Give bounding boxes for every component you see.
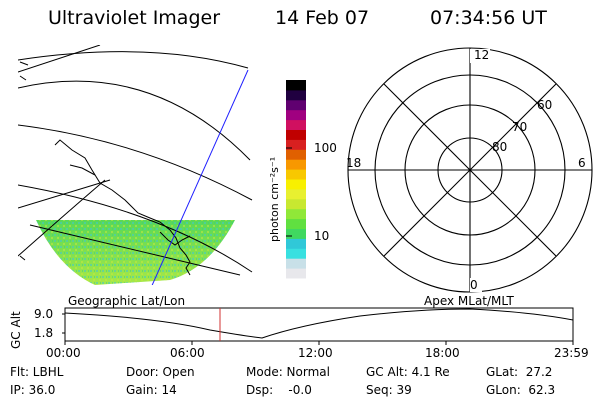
strip-y-tick-top: 9.0	[34, 307, 54, 321]
colorbar-unit-label: photon cm⁻²s⁻¹	[268, 156, 281, 242]
latitude-line	[18, 51, 249, 69]
colorbar-tick-100: 100	[314, 141, 337, 155]
colorbar-segment	[286, 119, 306, 130]
lat-label-70: 70	[512, 120, 528, 134]
longitude-line	[29, 224, 241, 276]
colorbar-segment	[286, 179, 306, 190]
colorbar-segment	[286, 159, 306, 170]
filter-status: Flt: LBHL	[10, 365, 64, 379]
altitude-strip-chart	[62, 307, 574, 345]
mlt-label-12: 12	[474, 48, 490, 62]
seq-status: Seq: 39	[366, 383, 412, 397]
door-status: Door: Open	[126, 365, 195, 379]
color-scale-bar	[286, 80, 306, 279]
latitude-line	[18, 80, 251, 161]
strip-x-tick-2359: 23:59	[554, 346, 589, 360]
dsp-status: Dsp: -0.0	[246, 383, 312, 397]
colorbar-tick-10: 10	[314, 229, 330, 243]
orbit-track	[151, 69, 249, 285]
image-time: 07:34:56 UT	[430, 7, 547, 29]
colorbar-segment	[286, 228, 306, 239]
coastline	[19, 61, 29, 261]
glat-status: GLat: 27.2	[486, 365, 553, 379]
instrument-title: Ultraviolet Imager	[48, 7, 221, 29]
image-date: 14 Feb 07	[275, 7, 370, 29]
projection-left-title: Geographic Lat/Lon	[68, 294, 186, 308]
coastline	[159, 231, 191, 246]
colorbar-segment	[286, 208, 306, 220]
colorbar-segment	[286, 149, 306, 160]
strip-x-tick-0000: 00:00	[46, 346, 81, 360]
latitude-line	[18, 179, 106, 257]
strip-frame	[64, 307, 574, 342]
colorbar-segment	[286, 188, 306, 200]
lat-label-60: 60	[537, 98, 553, 112]
altitude-curve	[64, 308, 574, 339]
colorbar-segment	[286, 139, 306, 150]
colorbar-segment	[286, 109, 306, 121]
polar-plot	[347, 47, 593, 293]
mlt-label-0: 0	[470, 278, 478, 292]
colorbar-segment	[286, 218, 306, 229]
colorbar-segment	[286, 129, 306, 140]
longitude-line	[18, 179, 111, 209]
coastline	[54, 139, 191, 276]
mlt-line-diag	[383, 83, 557, 257]
longitude-line	[18, 45, 101, 73]
colorbar-segment	[286, 268, 306, 279]
latitude-line	[18, 124, 253, 201]
aurora-texture	[36, 220, 235, 285]
colorbar-segment	[286, 238, 306, 249]
strip-x-tick-1200: 12:00	[298, 346, 333, 360]
colorbar-segment	[286, 248, 306, 259]
mlt-label-18: 18	[346, 156, 362, 170]
strip-y-tick-bottom: 1.8	[34, 326, 54, 340]
strip-x-tick-0600: 06:00	[170, 346, 205, 360]
mode-status: Mode: Normal	[246, 365, 330, 379]
projection-right-title: Apex MLat/MLT	[424, 294, 514, 308]
latitude-line	[18, 184, 253, 273]
gcalt-status: GC Alt: 4.1 Re	[366, 365, 450, 379]
lat-label-80: 80	[492, 140, 508, 154]
colorbar-segment	[286, 89, 306, 101]
colorbar-segment	[286, 99, 306, 111]
colorbar-segment	[286, 80, 306, 91]
glon-status: GLon: 62.3	[486, 383, 556, 397]
gain-status: Gain: 14	[126, 383, 177, 397]
colorbar-segment	[286, 169, 306, 180]
coastline	[69, 164, 96, 176]
gc-alt-axis-label: GC Alt	[9, 311, 23, 349]
strip-x-tick-1800: 18:00	[425, 346, 460, 360]
geographic-map	[18, 45, 253, 285]
colorbar-segment	[286, 198, 306, 210]
colorbar-segment	[286, 258, 306, 269]
ip-status: IP: 36.0	[10, 383, 56, 397]
mlt-label-6: 6	[578, 156, 586, 170]
